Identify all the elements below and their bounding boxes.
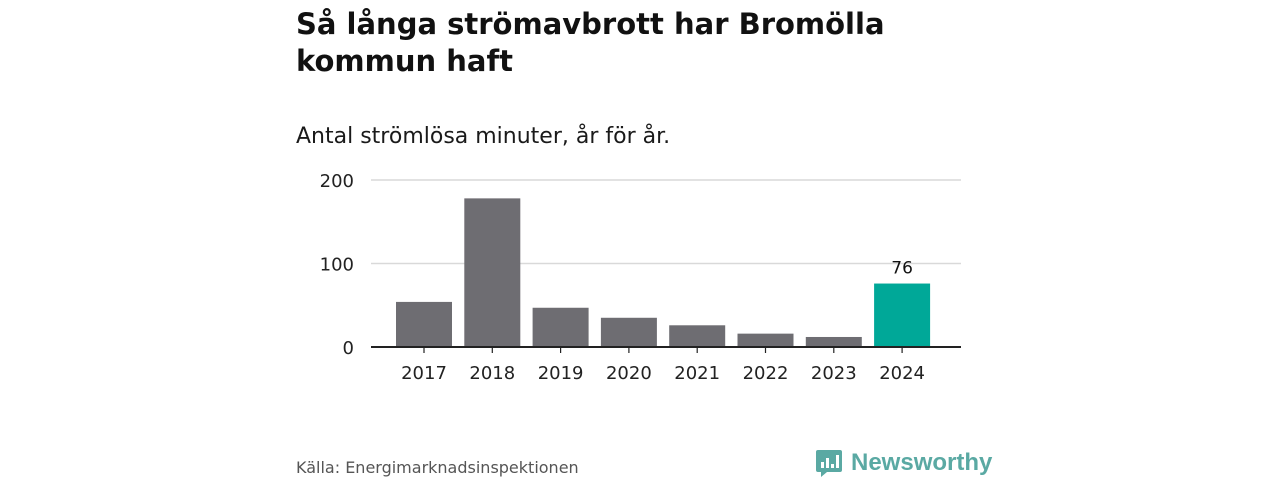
chart-title: Så långa strömavbrott har Bromölla kommu… [296, 7, 885, 78]
bars [396, 198, 931, 347]
bar-chart-svg: 0 100 200 2017 2018 2019 2020 2021 2022 2023 2024… [320, 171, 961, 384]
x-tick-label-2017: 2017 [401, 363, 447, 384]
brand-name: Newsworthy [851, 449, 993, 476]
y-tick-label: 0 [343, 338, 354, 359]
x-axis-ticks: 2017 2018 2019 2020 2021 2022 2023 2024 [401, 347, 925, 384]
x-tick-label-2021: 2021 [674, 363, 720, 384]
x-tick-label-2018: 2018 [469, 363, 515, 384]
source-note: Källa: Energimarknadsinspektionen [296, 458, 579, 477]
y-tick-label: 200 [320, 171, 354, 192]
bar-2023 [805, 336, 862, 347]
bar-2019 [532, 307, 589, 347]
bar-2017 [396, 301, 452, 347]
bar-chart-speech-bubble-icon [816, 450, 842, 477]
x-tick-label-2024: 2024 [879, 363, 925, 384]
x-tick-label-2023: 2023 [811, 363, 857, 384]
bar-chart: 0 100 200 2017 2018 2019 2020 2021 2022 2023 2024… [296, 160, 986, 400]
x-tick-label-2022: 2022 [743, 363, 789, 384]
bar-2022 [737, 333, 794, 347]
data-label-2024: 76 [891, 259, 913, 279]
brand-logo: Newsworthy [815, 446, 992, 480]
y-tick-label: 100 [320, 255, 354, 276]
bar-2024 [874, 283, 931, 347]
bar-2018 [464, 198, 521, 347]
x-tick-label-2020: 2020 [606, 363, 652, 384]
y-axis-ticks: 0 100 200 [320, 171, 354, 359]
chart-container: Så långa strömavbrott har Bromölla kommu… [296, 0, 992, 480]
chart-subtitle: Antal strömlösa minuter, år för år. [296, 124, 671, 149]
bar-2021 [669, 325, 726, 347]
data-labels: 76 [891, 259, 913, 279]
bar-2020 [600, 317, 657, 347]
gridlines [371, 179, 961, 265]
x-tick-label-2019: 2019 [538, 363, 584, 384]
